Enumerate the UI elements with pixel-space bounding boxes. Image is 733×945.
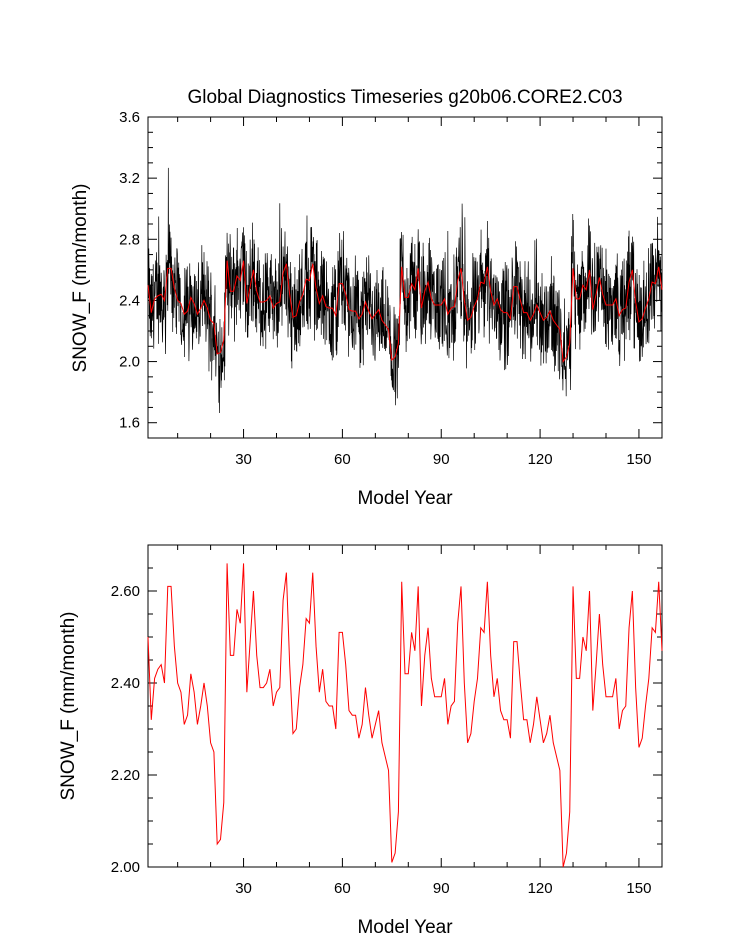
- y-tick-label: 3.6: [119, 109, 140, 126]
- x-tick-label: 120: [528, 451, 553, 468]
- monthly-series-line: [147, 167, 663, 414]
- x-tick-label: 30: [235, 880, 252, 897]
- y-tick-label: 3.2: [119, 170, 140, 187]
- x-tick-label: 60: [334, 880, 351, 897]
- top-series: [147, 167, 663, 414]
- y-tick-label: 2.4: [119, 292, 140, 309]
- y-tick-label: 2.0: [119, 354, 140, 371]
- x-tick-label: 120: [528, 880, 553, 897]
- x-tick-label: 150: [626, 880, 651, 897]
- y-tick-label: 2.60: [111, 583, 140, 600]
- chart-title: Global Diagnostics Timeseries g20b06.COR…: [187, 87, 622, 108]
- y-tick-label: 2.00: [111, 859, 140, 876]
- y-tick-label: 2.20: [111, 767, 140, 784]
- x-tick-label: 90: [433, 880, 450, 897]
- top-panel: 30 60 90 120 150 1.6 2.0 2.4 2.8 3.2 3.6 Model Yea…: [70, 109, 663, 509]
- y-tick-label: 2.40: [111, 675, 140, 692]
- y-tick-label: 2.8: [119, 231, 140, 248]
- x-tick-label: 150: [626, 451, 651, 468]
- annual-mean-line: [147, 563, 663, 868]
- x-tick-label: 90: [433, 451, 450, 468]
- x-tick-label: 30: [235, 451, 252, 468]
- bottom-xlabel: Model Year: [357, 917, 453, 938]
- top-ylabel: SNOW_F (mm/month): [70, 184, 91, 373]
- top-xlabel: Model Year: [357, 488, 453, 509]
- bottom-axis-ticks: 30 60 90 120 150 2.00 2.20 2.40 2.60: [111, 544, 662, 897]
- x-tick-label: 60: [334, 451, 351, 468]
- y-tick-label: 1.6: [119, 415, 140, 432]
- bottom-series: [147, 563, 663, 868]
- top-axis-ticks: 30 60 90 120 150 1.6 2.0 2.4 2.8 3.2 3.6: [119, 109, 662, 468]
- annual-mean-line: [147, 260, 663, 363]
- bottom-ylabel: SNOW_F (mm/month): [58, 612, 79, 801]
